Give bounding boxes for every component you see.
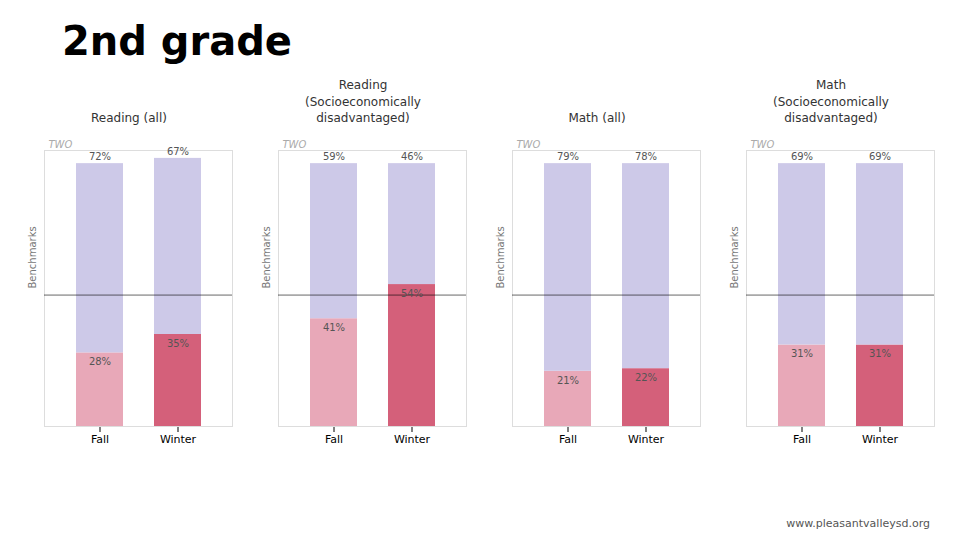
svg-text:TWO: TWO (517, 139, 541, 150)
html-text:Math (Socioeconomically disadv: Math (Socioeconomically disadvantaged) (773, 78, 889, 125)
svg-text:46%: 46% (401, 151, 423, 162)
svg-text:22%: 22% (635, 372, 657, 383)
html-text:2nd grade: 2nd grade (62, 18, 292, 64)
svg-text:35%: 35% (167, 338, 189, 349)
svg-text:Benchmarks: Benchmarks (261, 226, 272, 288)
svg-text:Winter: Winter (862, 433, 899, 446)
svg-text:TWO: TWO (49, 139, 73, 150)
svg-text:69%: 69% (791, 151, 813, 162)
svg-text:21%: 21% (557, 375, 579, 386)
svg-text:78%: 78% (635, 151, 657, 162)
html-text:Math (all): Math (all) (568, 110, 626, 125)
svg-text:Fall: Fall (793, 433, 811, 446)
html-text:www.pleasantvalleysd.org: www.pleasantvalleysd.org (786, 517, 930, 530)
svg-text:79%: 79% (557, 151, 579, 162)
svg-text:Fall: Fall (325, 433, 343, 446)
svg-text:28%: 28% (89, 356, 111, 367)
svg-text:Winter: Winter (160, 433, 197, 446)
svg-text:41%: 41% (323, 322, 345, 333)
svg-text:72%: 72% (89, 151, 111, 162)
html-text:Reading (all): Reading (all) (91, 110, 167, 125)
svg-text:31%: 31% (791, 348, 813, 359)
svg-text:Fall: Fall (91, 433, 109, 446)
svg-text:Benchmarks: Benchmarks (27, 226, 38, 288)
svg-text:31%: 31% (869, 348, 891, 359)
svg-text:TWO: TWO (751, 139, 775, 150)
svg-text:Winter: Winter (394, 433, 431, 446)
svg-text:54%: 54% (401, 288, 423, 299)
svg-text:69%: 69% (869, 151, 891, 162)
svg-text:TWO: TWO (283, 139, 307, 150)
svg-text:67%: 67% (167, 146, 189, 157)
svg-text:Benchmarks: Benchmarks (495, 226, 506, 288)
svg-text:Benchmarks: Benchmarks (729, 226, 740, 288)
svg-text:Fall: Fall (559, 433, 577, 446)
html-text:Reading (Socioeconomically dis: Reading (Socioeconomically disadvantaged… (305, 78, 421, 125)
svg-text:59%: 59% (323, 151, 345, 162)
svg-text:Winter: Winter (628, 433, 665, 446)
